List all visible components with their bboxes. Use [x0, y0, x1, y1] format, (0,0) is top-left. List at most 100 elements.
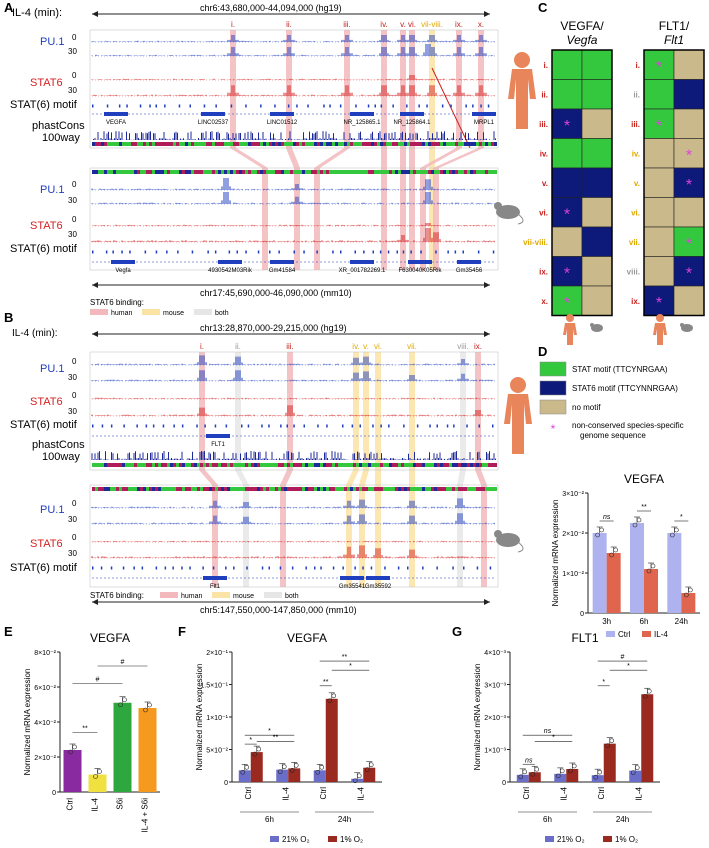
c-vegfa-human-cell — [551, 197, 583, 228]
a-m-conservation-bar-segment — [308, 170, 311, 174]
b-m-conservation-bar-segment — [239, 487, 242, 491]
a-m-conservation-bar-segment — [488, 170, 491, 174]
a-h-conservation-bar-segment — [482, 142, 485, 146]
a-h-conservation-bar-segment — [368, 142, 371, 146]
panel-letter-g: G — [452, 624, 462, 639]
b-m-conservation-bar-segment — [218, 487, 221, 491]
x-tick-label: IL-4 — [559, 786, 568, 800]
bar-il4 — [644, 569, 658, 613]
b-h-conservation-bar-segment — [299, 463, 302, 467]
a-h-conservation-bar-segment — [269, 142, 272, 146]
a-h-conservation-bar-segment — [476, 142, 479, 146]
c-flt1-star-icon: * — [686, 147, 692, 164]
a-h-conservation-bar-segment — [350, 142, 353, 146]
a-h-conservation-bar-segment — [149, 142, 152, 146]
a-h-conservation-bar-segment — [473, 142, 476, 146]
a-h-conservation-bar-segment — [245, 142, 248, 146]
y-tick-label: 0 — [224, 780, 228, 787]
y-tick-label: 2×10⁻² — [34, 755, 56, 762]
bar-ctrl — [630, 523, 644, 613]
a-m-conservation-bar-segment — [344, 170, 347, 174]
b-h-conservation-bar-segment — [305, 463, 308, 467]
b-mouse-coord: chr5:147,550,000-147,850,000 (mm10) — [200, 605, 357, 615]
c-flt1-human-cell — [643, 138, 675, 169]
a-h-conservation-bar-segment — [446, 142, 449, 146]
a-h-conservation-bar-segment — [227, 142, 230, 146]
b-legend-human-swatch — [160, 592, 178, 598]
b-h-conservation-bar-segment — [302, 463, 305, 467]
b-h-conservation-bar-segment — [281, 463, 284, 467]
b-human-coord-arrow — [92, 331, 490, 337]
c-vegfa-star-icon: * — [564, 265, 570, 282]
a-m-conservation-bar-segment — [287, 170, 290, 174]
b-h-conservation-bar-segment — [152, 463, 155, 467]
a-h-pu1-0 — [91, 35, 495, 42]
a-m-conservation-bar-segment — [380, 170, 383, 174]
a-h-conservation-bar-segment — [272, 142, 275, 146]
chart-title: VEGFA — [90, 631, 130, 645]
a-h-conservation-bar-segment — [203, 142, 206, 146]
a-h-conservation-bar-segment — [434, 142, 437, 146]
b-m-conservation-bar-segment — [152, 487, 155, 491]
a-h-conservation-bar-segment — [428, 142, 431, 146]
a-m-conservation-bar-segment — [398, 170, 401, 174]
b-h-conservation-bar-segment — [311, 463, 314, 467]
b-h-conservation-bar-segment — [476, 463, 479, 467]
b-human-pu1-label: PU.1 — [40, 363, 64, 375]
b-legend-both-swatch — [264, 592, 282, 598]
b-m-conservation-bar-segment — [197, 487, 200, 491]
a-m-conservation-bar-segment — [479, 170, 482, 174]
b-h-conservation-bar-segment — [425, 463, 428, 467]
b-m-conservation-bar-segment — [176, 487, 179, 491]
b-site-label: ix. — [474, 342, 482, 351]
b-m-conservation-bar-segment — [299, 487, 302, 491]
a-m-conservation-bar-segment — [449, 170, 452, 174]
b-m-conservation-bar-segment — [224, 487, 227, 491]
a-h-conservation-bar-segment — [485, 142, 488, 146]
a-h-conservation-bar-segment — [218, 142, 221, 146]
b-m-conservation-bar-segment — [401, 487, 404, 491]
b-m-conservation-bar-segment — [470, 487, 473, 491]
b-h-conservation-bar-segment — [437, 463, 440, 467]
b-human-stat6-label: STAT6 — [30, 396, 63, 408]
y-tick-label: 1.5×10⁻¹ — [200, 683, 228, 690]
legend-21pct: 21% O₂ — [282, 835, 310, 844]
a-m-conservation-bar-segment — [281, 170, 284, 174]
a-h-conservation-bar-segment — [464, 142, 467, 146]
c-vegfa-mouse-cell — [581, 49, 613, 80]
a-human-gene-exon — [270, 112, 294, 116]
b-h-conservation-bar-segment — [194, 463, 197, 467]
data-point — [595, 532, 600, 538]
b-h-conservation-bar-segment — [227, 463, 230, 467]
a-m-conservation-bar-segment — [95, 170, 98, 174]
b-h-conservation-bar-segment — [209, 463, 212, 467]
y-tick-label: 4×10⁻² — [34, 720, 56, 727]
b-h-conservation-bar-segment — [404, 463, 407, 467]
data-point — [364, 767, 370, 773]
b-m-pu1-30 — [91, 513, 495, 524]
b-m-conservation-bar-segment — [392, 487, 395, 491]
b-h-conservation-bar-segment — [422, 463, 425, 467]
data-point — [122, 697, 127, 703]
a-mouse-genes: Vegfa 4930542M03Rik Gm41584 XR_001782269.1 F… — [92, 260, 496, 274]
a-human-gene-exon — [350, 112, 374, 116]
a-m-conservation-bar-segment — [374, 170, 377, 174]
b-m-conservation-bar-segment — [191, 487, 194, 491]
c-flt1-row-label: vi. — [631, 208, 640, 217]
b-h-conservation-bar-segment — [308, 463, 311, 467]
y-tick-label: 0 — [580, 611, 584, 618]
a-h-conservation-bar-segment — [449, 142, 452, 146]
b-m-conservation-bar-segment — [281, 487, 284, 491]
b-m-conservation-bar-segment — [446, 487, 449, 491]
b-m-conservation-bar-segment — [101, 487, 104, 491]
a-m-conservation-bar-segment — [422, 170, 425, 174]
b-h-conservation-bar-segment — [164, 463, 167, 467]
b-human-gene-exon — [206, 434, 230, 438]
a-h-conservation-bar-segment — [212, 142, 215, 146]
a-m-conservation-bar-segment — [248, 170, 251, 174]
a-m-conservation-bar-segment — [305, 170, 308, 174]
data-point — [281, 764, 287, 769]
c-vegfa-mouse-cell — [581, 197, 613, 228]
a-m-conservation-bar-segment — [302, 170, 305, 174]
